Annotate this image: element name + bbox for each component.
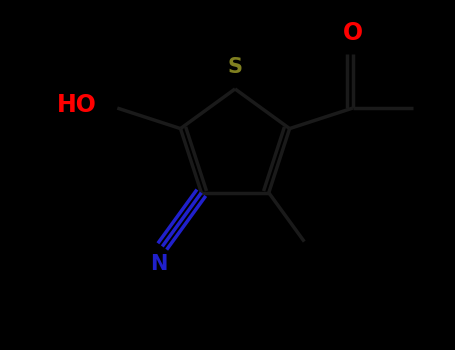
Text: O: O <box>343 21 363 45</box>
Text: N: N <box>150 254 167 274</box>
Text: HO: HO <box>56 93 96 117</box>
Text: S: S <box>228 57 243 77</box>
